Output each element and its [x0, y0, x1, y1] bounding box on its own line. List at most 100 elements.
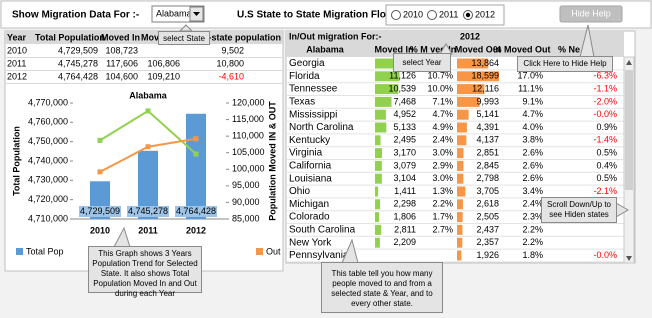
pct-in: 2.2%: [432, 199, 453, 209]
bar: [138, 150, 158, 219]
year-group: [385, 4, 505, 26]
out-bar: [457, 224, 463, 235]
in-bar: [375, 224, 382, 235]
y2-tick-label: 95,000: [232, 180, 260, 190]
moved-in: 1,806: [393, 211, 416, 221]
year-radio[interactable]: [391, 10, 401, 20]
moved-out: 13,864: [471, 58, 499, 68]
moved-in: 2,209: [393, 237, 416, 247]
pct-out: 2.2%: [522, 237, 543, 247]
net-migration: -0.0%: [593, 109, 617, 119]
pct-in: 2.4%: [432, 135, 453, 145]
cell: 2010: [7, 45, 27, 55]
moved-in: 7,468: [393, 96, 416, 106]
y2-tick-label: 120,000: [232, 97, 265, 107]
value-label-box: [79, 206, 121, 217]
year-option[interactable]: 2010: [403, 9, 423, 19]
in-bar: [375, 71, 400, 82]
out-bar: [457, 71, 499, 82]
line-marker: [193, 151, 199, 157]
help-graph: This Graph shows 3 Years Population Tren…: [88, 246, 202, 298]
pct-in: 10.7%: [427, 71, 453, 81]
column-header: % M ved In: [410, 44, 457, 54]
column-header: Mov: [141, 32, 159, 42]
y-tick-label: 4,750,000: [28, 136, 68, 146]
pct-in: 2.7%: [432, 224, 453, 234]
out-bar: [457, 173, 464, 184]
table-title: In/Out migration For:-: [289, 31, 382, 41]
value-label-box: [127, 206, 169, 217]
pct-out: 4.7%: [522, 109, 543, 119]
cell: 10,800: [216, 58, 244, 68]
net-migration: 0.5%: [596, 173, 617, 183]
scroll-thumb[interactable]: [625, 70, 633, 190]
year-radio[interactable]: [427, 10, 437, 20]
scroll-up[interactable]: [626, 60, 632, 65]
pct-in: 3.0%: [432, 147, 453, 157]
moved-out: 1,926: [476, 250, 499, 260]
legend-swatch: [256, 248, 263, 255]
out-bar: [457, 122, 467, 133]
moved-out: 2,845: [476, 160, 499, 170]
cell: 108,723: [105, 45, 138, 55]
cell: 4,764,428: [58, 71, 98, 81]
out-bar: [457, 250, 462, 261]
line-marker: [97, 169, 103, 175]
moved-in: 4,952: [393, 109, 416, 119]
cell: 4,729,509: [58, 45, 98, 55]
arrow-icon: [193, 12, 200, 16]
line-marker: [97, 137, 103, 143]
moved-out: 9,993: [476, 96, 499, 106]
year-option[interactable]: 2012: [475, 9, 495, 19]
legend-label: Out: [266, 246, 281, 256]
cell: 109,210: [147, 71, 180, 81]
cell: 106,806: [147, 58, 180, 68]
pct-in: 7.1%: [432, 96, 453, 106]
legend-label: Total Pop: [26, 246, 64, 256]
pct-out: 2.6%: [522, 147, 543, 157]
cell: 2011: [7, 58, 26, 68]
line-marker: [145, 108, 151, 114]
y-axis-title: Total Population: [11, 126, 21, 196]
bar: [186, 113, 206, 219]
y2-axis-title: Population Moved IN & OUT: [267, 101, 277, 221]
line-marker: [145, 144, 151, 150]
column-header: % Moved Out: [493, 44, 550, 54]
hide-help-button[interactable]: [559, 5, 623, 23]
migration-header: [286, 31, 624, 43]
in-bar: [375, 212, 379, 223]
moved-in: 2,811: [394, 224, 416, 234]
value-label: 4,745,278: [128, 206, 168, 216]
out-bar: [457, 135, 467, 146]
pct-out: 2.4%: [522, 199, 543, 209]
out-bar: [457, 84, 485, 95]
y-tick-label: 4,720,000: [28, 194, 68, 204]
net-migration: 0.9%: [596, 122, 617, 132]
state-name: South Carolina: [289, 225, 356, 236]
pct-out: 2.2%: [522, 224, 543, 234]
moved-out: 3,705: [476, 186, 499, 196]
state-value[interactable]: Alabama: [156, 8, 192, 18]
top-bar: [0, 0, 652, 29]
x-tick-label: 2010: [90, 225, 110, 235]
out-bar: [457, 160, 464, 171]
scroll-down[interactable]: [626, 256, 632, 261]
value-label: 4,729,509: [80, 206, 120, 216]
moved-in: 10,539: [388, 83, 416, 93]
pct-out: 2.3%: [522, 211, 543, 221]
hide-help-label[interactable]: Hide Help: [571, 8, 611, 18]
column-header: er-state population: [200, 32, 281, 42]
moved-in: 3,170: [393, 147, 416, 157]
cell: 2012: [7, 71, 27, 81]
radio-dot: [465, 12, 471, 18]
help-table: This table tell you how many people move…: [321, 262, 443, 313]
help-hide: Click Here to Hide Help: [517, 56, 613, 72]
cell: 9,502: [221, 45, 244, 55]
help-scroll: Scroll Down/Up to see Hiden states: [541, 197, 617, 223]
x-tick-label: 2011: [138, 225, 158, 235]
migration-table: In/Out migration For:- 2012 Alabama Moved I…: [286, 31, 624, 263]
year-option[interactable]: 2011: [439, 9, 458, 19]
pct-out: 1.8%: [522, 250, 543, 260]
page-title: U.S State to State Migration Flows: [237, 10, 400, 21]
